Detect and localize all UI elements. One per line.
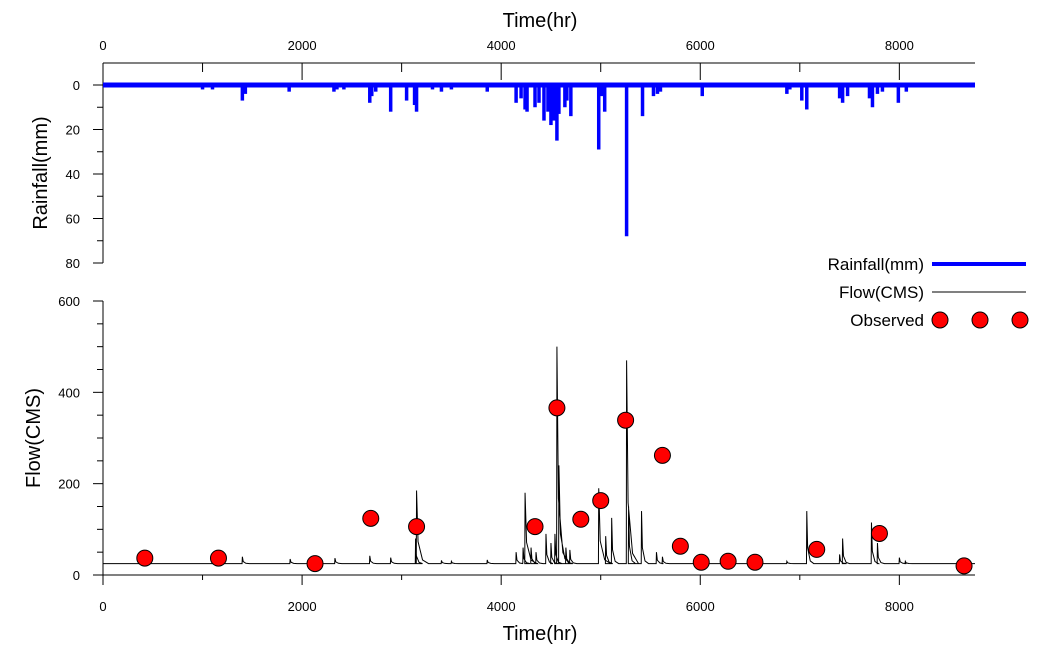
top-x-tick-label: 8000 (885, 38, 914, 53)
top-x-tick-label: 6000 (686, 38, 715, 53)
observed-point (362, 509, 380, 527)
bottom-x-axis-ticks: 0 2000 4000 6000 8000 (99, 575, 914, 614)
observed-point (408, 518, 426, 536)
observed-point (692, 553, 710, 571)
legend-observed-swatch (931, 311, 949, 329)
bottom-x-tick-label: 6000 (686, 599, 715, 614)
flow-y-axis-ticks: 0 200 400 600 (58, 294, 103, 583)
rain-y-axis-title: Rainfall(mm) (30, 116, 52, 229)
rain-y-tick-label: 80 (66, 256, 80, 271)
legend-label: Flow(CMS) (839, 283, 924, 302)
rain-y-tick-label: 0 (73, 78, 80, 93)
bottom-x-tick-label: 8000 (885, 599, 914, 614)
rain-y-tick-label: 20 (66, 123, 80, 138)
observed-point (955, 557, 973, 575)
observed-series (136, 399, 973, 575)
observed-point (870, 524, 888, 542)
flow-y-tick-label: 600 (58, 294, 80, 309)
bottom-x-tick-label: 4000 (487, 599, 516, 614)
observed-point (808, 540, 826, 558)
legend-label: Rainfall(mm) (828, 255, 924, 274)
rainfall-series (103, 82, 975, 237)
observed-point (617, 411, 635, 429)
top-x-axis-ticks: 0 2000 4000 6000 8000 (99, 38, 914, 80)
top-x-axis-title: Time(hr) (503, 10, 578, 32)
flow-y-tick-label: 400 (58, 385, 80, 400)
flow-series-line (103, 346, 975, 565)
observed-point (592, 492, 610, 510)
legend-label: Observed (850, 311, 924, 330)
observed-point (136, 549, 154, 567)
observed-point (746, 553, 764, 571)
bottom-x-tick-label: 0 (99, 599, 106, 614)
flow-y-tick-label: 0 (73, 568, 80, 583)
top-x-tick-label: 2000 (288, 38, 317, 53)
rain-y-axis-ticks: 0 20 40 60 80 (66, 78, 103, 271)
observed-point (526, 518, 544, 536)
top-x-tick-label: 4000 (487, 38, 516, 53)
observed-point (306, 555, 324, 573)
rain-y-tick-label: 40 (66, 167, 80, 182)
flow-panel: 0 2000 4000 6000 8000 0 200 400 600 Time(hr) Fl… (23, 294, 975, 645)
observed-point (671, 537, 689, 555)
legend-observed-swatch (971, 311, 989, 329)
bottom-x-tick-label: 2000 (288, 599, 317, 614)
observed-point (548, 399, 566, 417)
flow-y-tick-label: 200 (58, 477, 80, 492)
observed-point (653, 446, 671, 464)
observed-point (209, 549, 227, 567)
observed-point (572, 510, 590, 528)
observed-point (719, 552, 737, 570)
flow-y-axis-title: Flow(CMS) (23, 388, 45, 488)
legend: Rainfall(mm) Flow(CMS) Observed (828, 255, 1029, 330)
rain-y-tick-label: 60 (66, 212, 80, 227)
legend-observed-swatch (1011, 311, 1029, 329)
rainfall-panel: Time(hr) 0 2000 4000 6000 8000 0 20 40 60 80 Rai… (30, 10, 975, 271)
top-x-tick-label: 0 (99, 38, 106, 53)
bottom-x-axis-title: Time(hr) (503, 623, 578, 645)
